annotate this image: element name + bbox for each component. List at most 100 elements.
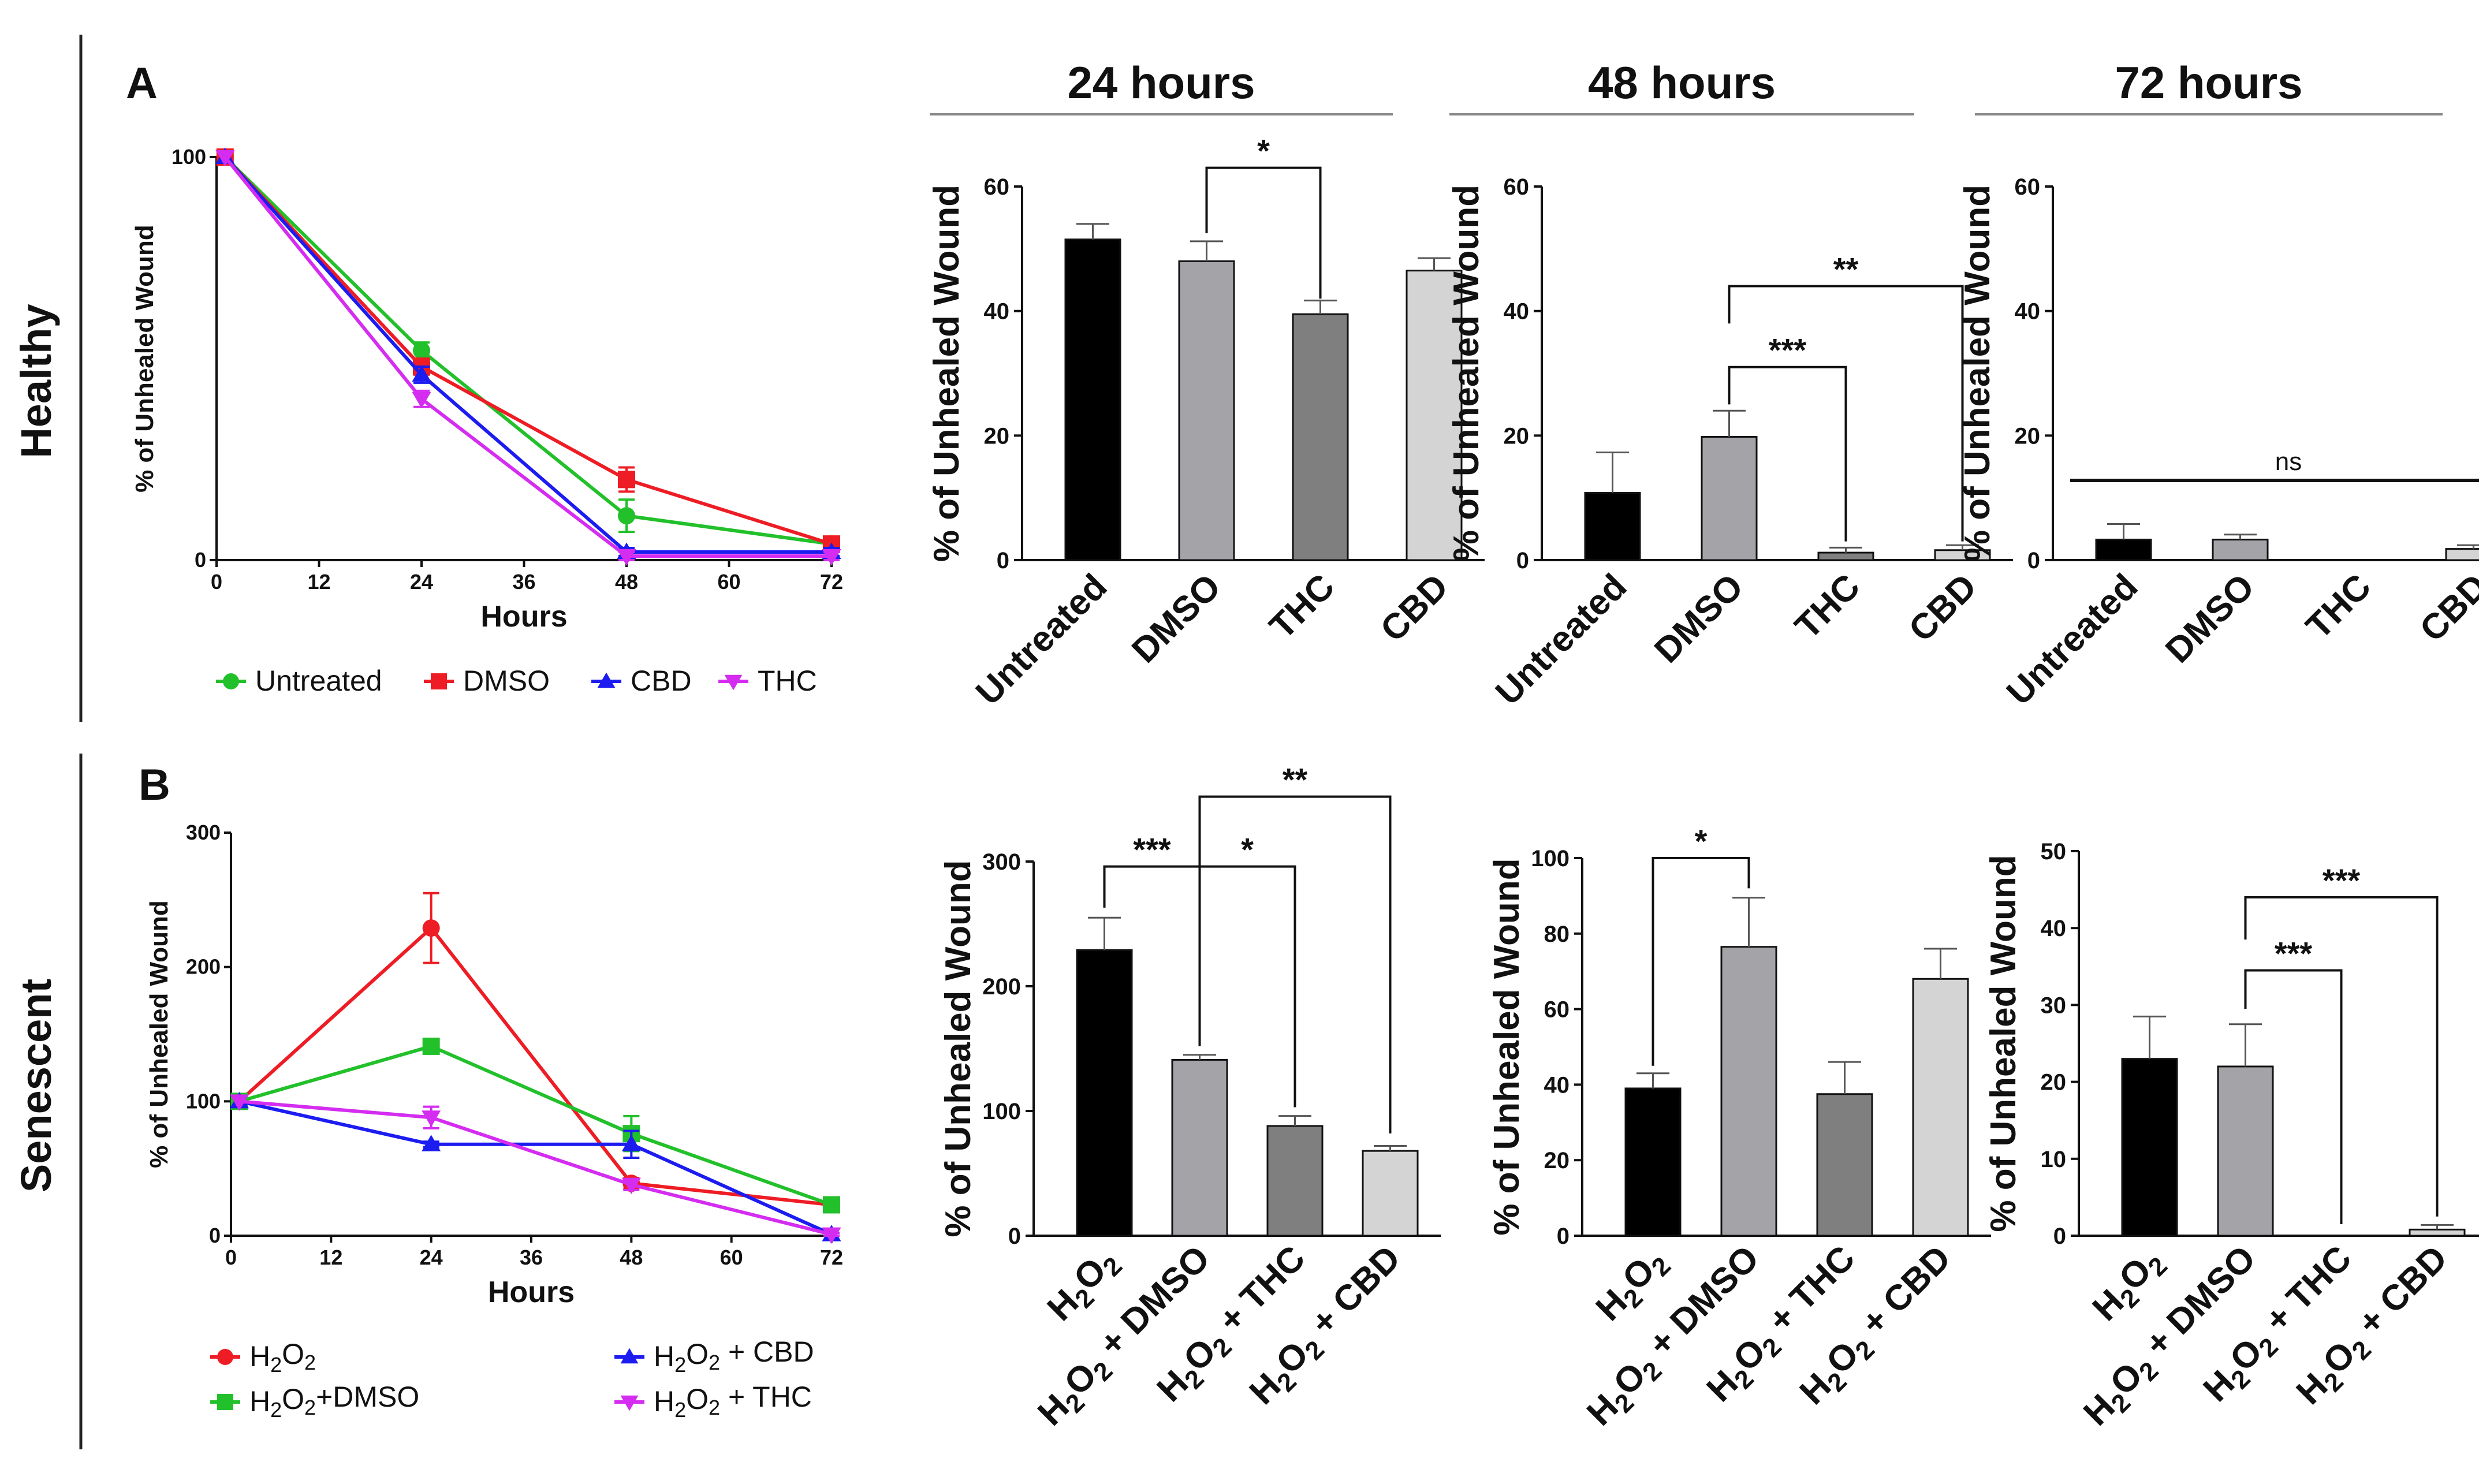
data-point-thc bbox=[215, 150, 235, 167]
bar-h2o2 bbox=[2121, 1058, 2178, 1237]
data-point-h2o2-thc bbox=[621, 1177, 641, 1195]
y-tick-label: 20 bbox=[2041, 1070, 2067, 1095]
y-tick-label: 100 bbox=[172, 145, 206, 169]
y-tick-label: 0 bbox=[195, 548, 206, 572]
bar-h2o2-thc bbox=[1266, 1125, 1324, 1237]
bar-h2o2 bbox=[1624, 1087, 1682, 1237]
legend-marker-h2o2-cbd bbox=[620, 1348, 639, 1364]
x-tick-label-cbd: CBD bbox=[2413, 566, 2479, 650]
significance-label: *** bbox=[2275, 935, 2313, 971]
x-tick-label-dmso: DMSO bbox=[2158, 566, 2262, 670]
x-tick-label-thc: THC bbox=[1262, 566, 1343, 647]
line-chart-senescent: 0 12 24 36 48 60 72 0 100 200 300 Hours % of Unheale… bbox=[145, 821, 843, 1422]
significance-label: *** bbox=[1769, 332, 1807, 368]
y-tick-label: 0 bbox=[209, 1224, 221, 1247]
series-line-thc bbox=[223, 156, 832, 558]
significance-label: * bbox=[1241, 832, 1254, 868]
series-line-h2o2-cbd bbox=[238, 1099, 833, 1236]
y-tick-label: 40 bbox=[2041, 916, 2067, 941]
x-tick-label: 36 bbox=[520, 1246, 543, 1269]
y-tick-label: 0 bbox=[1557, 1224, 1570, 1249]
y-tick-label: 40 bbox=[1544, 1072, 1570, 1098]
bar-untreated bbox=[1584, 492, 1641, 561]
x-tick-label: 0 bbox=[225, 1246, 237, 1269]
y-tick-label: 60 bbox=[1504, 174, 1530, 200]
series-line-dmso bbox=[223, 155, 832, 546]
x-tick-label-thc: THC bbox=[1788, 566, 1868, 647]
y-tick-label: 200 bbox=[982, 974, 1021, 1000]
y-axis-title: % of Unhealed Wound bbox=[927, 185, 967, 562]
legend-label-h2o2: H2O2 bbox=[249, 1338, 316, 1377]
bar-h2o2-cbd bbox=[1362, 1150, 1419, 1237]
significance-label: * bbox=[1695, 823, 1708, 859]
legend-marker-h2o2-dmso bbox=[217, 1394, 233, 1410]
series-line-h2o2-thc bbox=[239, 1099, 832, 1236]
bar-untreated bbox=[1064, 238, 1121, 561]
y-tick-label: 80 bbox=[1544, 922, 1570, 947]
y-tick-label: 20 bbox=[1544, 1148, 1570, 1173]
y-tick-label: 100 bbox=[1531, 846, 1570, 871]
legend-marker-cbd bbox=[597, 672, 616, 688]
row-title-healthy: Healthy bbox=[12, 304, 60, 458]
data-point-h2o2-thc bbox=[822, 1227, 841, 1244]
line-chart-healthy: 0 12 24 36 48 60 72 0 100 Hours % of Unhealed Woun… bbox=[131, 145, 843, 697]
y-tick-label: 30 bbox=[2041, 993, 2067, 1018]
series-line-h2o2 bbox=[238, 925, 832, 1207]
legend-marker-thc bbox=[724, 674, 743, 691]
chart-title: 48 hours bbox=[1588, 57, 1776, 108]
y-tick-label: 50 bbox=[2041, 839, 2067, 864]
data-point-h2o2-dmso bbox=[422, 1037, 440, 1055]
x-axis-title: Hours bbox=[488, 1276, 575, 1309]
x-tick-label-untreated: Untreated bbox=[1488, 566, 1634, 713]
y-tick-label: 10 bbox=[2041, 1147, 2067, 1172]
y-tick-label: 100 bbox=[186, 1089, 221, 1113]
chart-title: 24 hours bbox=[1067, 57, 1255, 108]
y-axis-title: % of Unhealed Wound bbox=[1447, 185, 1486, 562]
y-tick-label: 0 bbox=[997, 548, 1009, 573]
x-tick-label: 72 bbox=[820, 570, 843, 594]
y-tick-label: 0 bbox=[1516, 548, 1529, 573]
y-tick-label: 20 bbox=[984, 423, 1010, 449]
panel-label-a: A bbox=[126, 59, 158, 108]
bar-thc bbox=[1817, 551, 1874, 561]
data-point-untreated bbox=[618, 507, 635, 525]
legend-label-thc: THC bbox=[758, 665, 817, 697]
data-point-dmso bbox=[618, 471, 635, 489]
y-axis-title: % of Unhealed Wound bbox=[131, 225, 159, 493]
series-line-cbd bbox=[223, 155, 832, 554]
y-axis-title: % of Unhealed Wound bbox=[1958, 185, 1997, 562]
y-axis-title: % of Unhealed Wound bbox=[1984, 855, 2023, 1232]
y-tick-label: 300 bbox=[982, 849, 1021, 875]
legend-label-h2o2-cbd: H2O2 + CBD bbox=[654, 1336, 814, 1377]
bar-thc bbox=[1292, 313, 1349, 561]
y-tick-label: 100 bbox=[982, 1099, 1021, 1124]
bar-h2o2 bbox=[1076, 949, 1133, 1237]
data-point-thc bbox=[822, 549, 841, 566]
x-tick-label: 36 bbox=[512, 570, 535, 594]
significance-label: * bbox=[1257, 133, 1270, 169]
data-point-h2o2-thc bbox=[422, 1110, 441, 1127]
significance-bracket bbox=[2244, 969, 2343, 1225]
ns-label: ns bbox=[2275, 448, 2302, 476]
legend-marker-h2o2-thc bbox=[620, 1395, 639, 1411]
significance-bracket bbox=[1728, 366, 1847, 542]
y-tick-label: 40 bbox=[2015, 299, 2041, 325]
data-point-thc bbox=[617, 549, 636, 566]
significance-bracket bbox=[2244, 896, 2439, 1217]
data-point-cbd bbox=[412, 365, 431, 382]
x-tick-label-untreated: Untreated bbox=[1999, 566, 2145, 713]
significance-bracket bbox=[1728, 285, 1964, 542]
x-tick-label: 24 bbox=[420, 1246, 443, 1269]
data-point-h2o2-thc bbox=[229, 1094, 249, 1111]
significance-label: *** bbox=[1133, 832, 1171, 868]
bar-dmso bbox=[1178, 260, 1235, 561]
bar-h2o2-cbd bbox=[2409, 1228, 2466, 1237]
chart-title: 72 hours bbox=[2115, 57, 2302, 108]
data-point-h2o2-cbd bbox=[621, 1135, 641, 1151]
bar-dmso bbox=[2212, 538, 2269, 561]
data-point-h2o2-cbd bbox=[422, 1135, 441, 1151]
